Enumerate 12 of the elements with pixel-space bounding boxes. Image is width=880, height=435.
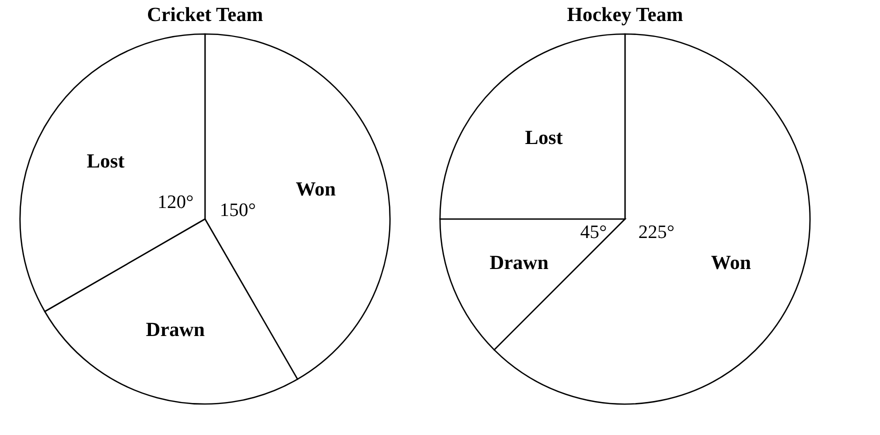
data-label: 150° <box>220 200 256 222</box>
data-label: 120° <box>158 192 194 213</box>
slice-label: Lost <box>86 150 125 173</box>
slice-label: Won <box>296 178 336 200</box>
slice-label: Drawn <box>490 252 548 274</box>
chart-title: Hockey Team <box>566 4 684 26</box>
slice-label: Drawn <box>146 318 205 341</box>
slice-label: Won <box>710 252 751 274</box>
chart-title: Cricket Team <box>146 4 264 26</box>
data-label: 225° <box>638 222 674 244</box>
slice-label: Lost <box>524 126 564 149</box>
data-label: 45° <box>580 222 607 244</box>
